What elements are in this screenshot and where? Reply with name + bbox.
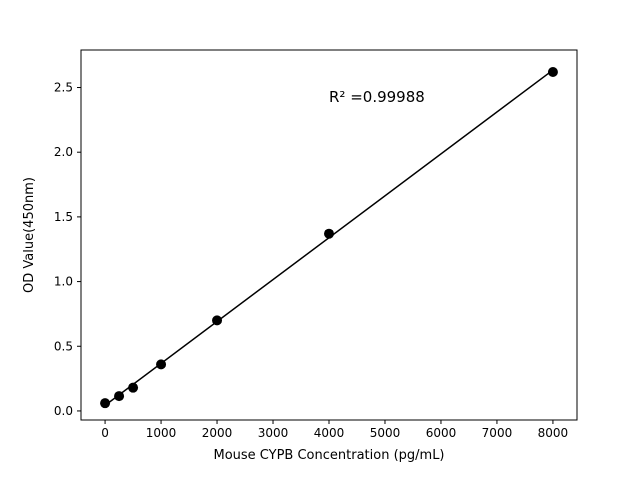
- x-tick-label: 4000: [314, 426, 345, 440]
- y-tick-label: 0.5: [54, 339, 73, 353]
- x-tick-label: 5000: [370, 426, 401, 440]
- x-tick-label: 0: [101, 426, 109, 440]
- x-tick-label: 3000: [258, 426, 289, 440]
- data-point: [547, 66, 558, 77]
- y-tick-label: 1.5: [54, 210, 73, 224]
- x-tick-label: 8000: [538, 426, 569, 440]
- data-point: [114, 391, 125, 402]
- x-tick-label: 6000: [426, 426, 457, 440]
- data-point: [156, 359, 167, 370]
- data-point: [128, 382, 139, 393]
- data-point: [100, 398, 111, 409]
- y-tick-label: 0.0: [54, 404, 73, 418]
- y-axis-label: OD Value(450nm): [22, 177, 37, 293]
- y-tick-label: 2.0: [54, 145, 73, 159]
- x-tick-label: 1000: [146, 426, 177, 440]
- x-tick-label: 2000: [202, 426, 233, 440]
- data-point: [324, 228, 334, 239]
- r-squared-annotation: R² =0.99988: [329, 88, 425, 106]
- x-tick-label: 7000: [482, 426, 513, 440]
- data-point: [212, 315, 223, 326]
- y-tick-label: 1.0: [54, 275, 73, 289]
- y-tick-label: 2.5: [54, 81, 73, 95]
- x-axis-label: Mouse CYPB Concentration (pg/mL): [213, 448, 444, 463]
